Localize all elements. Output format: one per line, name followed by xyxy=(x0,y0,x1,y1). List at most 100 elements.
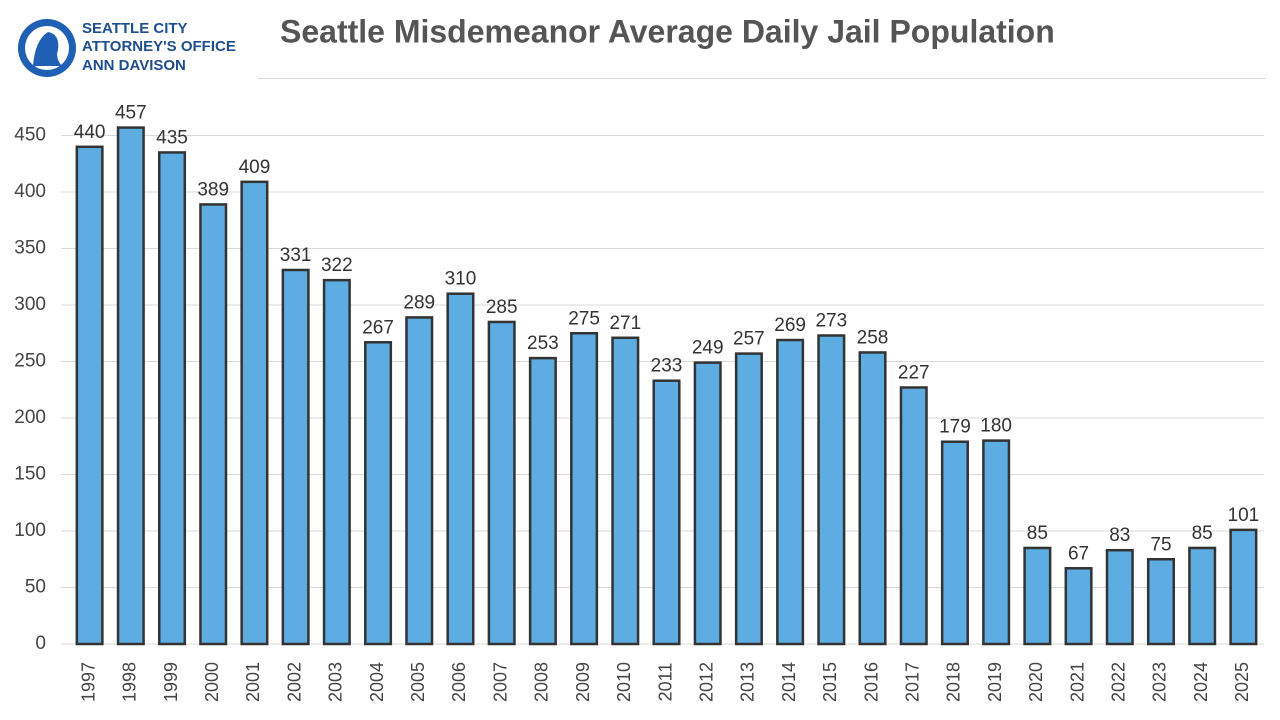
bar xyxy=(1023,546,1052,646)
x-tick-label: 2024 xyxy=(1191,662,1211,702)
x-tick-label: 2022 xyxy=(1109,662,1129,702)
data-label: 310 xyxy=(445,269,477,290)
x-tick-label: 2009 xyxy=(573,662,593,702)
data-label: 253 xyxy=(527,333,559,354)
y-tick-label: 300 xyxy=(14,294,46,315)
data-label: 179 xyxy=(939,417,971,438)
data-label: 227 xyxy=(898,363,930,384)
x-tick-label: 2020 xyxy=(1026,662,1046,702)
data-label: 75 xyxy=(1150,534,1171,555)
bar xyxy=(570,332,599,646)
x-tick-label: 2010 xyxy=(614,662,634,702)
y-tick-label: 50 xyxy=(25,577,46,598)
data-label: 289 xyxy=(403,292,435,313)
x-tick-label: 2018 xyxy=(944,662,964,702)
bar xyxy=(364,341,393,646)
x-tick-label: 2019 xyxy=(985,662,1005,702)
x-tick-label: 2008 xyxy=(532,662,552,702)
bar xyxy=(940,440,969,646)
bar xyxy=(1188,546,1217,646)
x-tick-label: 1997 xyxy=(78,662,98,702)
y-tick-label: 150 xyxy=(14,464,46,485)
data-label: 322 xyxy=(321,255,353,276)
data-label: 331 xyxy=(280,245,312,266)
bar xyxy=(693,361,722,646)
bar xyxy=(1064,567,1093,646)
logo-profile xyxy=(33,32,62,66)
data-label: 275 xyxy=(568,308,600,329)
data-label: 440 xyxy=(74,122,106,143)
bar xyxy=(199,203,228,646)
x-tick-label: 2005 xyxy=(408,662,428,702)
x-tick-label: 2007 xyxy=(490,662,510,702)
x-tick-label: 2014 xyxy=(779,662,799,702)
x-tick-label: 1998 xyxy=(120,662,140,702)
y-tick-label: 100 xyxy=(14,520,46,541)
bar xyxy=(446,292,475,646)
logo: SEATTLE CITY ATTORNEY'S OFFICE ANN DAVIS… xyxy=(18,19,236,77)
bar xyxy=(817,334,846,646)
data-label: 285 xyxy=(486,297,518,318)
bar xyxy=(1146,558,1176,646)
x-tick-label: 2006 xyxy=(449,662,469,702)
data-label: 83 xyxy=(1109,525,1130,546)
bar xyxy=(75,145,104,646)
bar xyxy=(157,151,187,646)
x-tick-label: 2012 xyxy=(696,662,716,702)
y-tick-label: 450 xyxy=(14,125,46,146)
data-label: 269 xyxy=(774,315,806,336)
data-label: 233 xyxy=(651,356,683,377)
data-label: 249 xyxy=(692,338,724,359)
x-tick-label: 1999 xyxy=(161,662,181,702)
bar xyxy=(858,351,887,646)
data-label: 389 xyxy=(197,179,229,200)
data-label: 101 xyxy=(1228,505,1260,526)
bar xyxy=(1105,548,1134,646)
logo-text: ANN DAVISON xyxy=(82,57,186,74)
bar xyxy=(734,352,763,646)
y-tick-label: 200 xyxy=(14,407,46,428)
bar xyxy=(281,268,310,646)
data-label: 267 xyxy=(362,317,394,338)
data-label: 435 xyxy=(156,127,188,148)
x-tick-label: 2003 xyxy=(326,662,346,702)
bar xyxy=(405,316,434,646)
data-label: 180 xyxy=(980,416,1012,437)
chart-title: Seattle Misdemeanor Average Daily Jail P… xyxy=(280,13,1055,49)
logo-text: SEATTLE CITY xyxy=(82,20,188,37)
data-label: 85 xyxy=(1192,523,1213,544)
bar xyxy=(611,336,640,646)
x-tick-label: 2023 xyxy=(1150,662,1170,702)
x-tick-label: 2013 xyxy=(738,662,758,702)
x-tick-label: 2004 xyxy=(367,662,387,702)
bar xyxy=(528,356,557,646)
y-tick-label: 0 xyxy=(35,633,46,654)
x-tick-label: 2015 xyxy=(820,662,840,702)
bar xyxy=(899,386,928,646)
x-tick-label: 2021 xyxy=(1067,662,1087,702)
x-tick-label: 2002 xyxy=(284,662,304,702)
bar xyxy=(322,278,351,646)
data-label: 85 xyxy=(1027,523,1048,544)
data-label: 273 xyxy=(815,311,847,332)
x-tick-label: 2017 xyxy=(902,662,922,702)
x-tick-label: 2000 xyxy=(202,662,222,702)
x-tick-label: 2025 xyxy=(1232,662,1252,702)
data-label: 257 xyxy=(733,329,765,350)
data-label: 258 xyxy=(857,327,889,348)
logo-text: ATTORNEY'S OFFICE xyxy=(82,38,236,55)
bar xyxy=(776,338,805,646)
bar xyxy=(1229,528,1258,646)
bar xyxy=(982,439,1011,646)
y-tick-label: 250 xyxy=(14,351,46,372)
data-label: 271 xyxy=(609,313,641,334)
x-tick-label: 2016 xyxy=(861,662,881,702)
data-label: 409 xyxy=(239,157,271,178)
bar xyxy=(116,126,145,646)
bar xyxy=(240,180,269,646)
x-tick-label: 2001 xyxy=(243,662,263,702)
data-label: 67 xyxy=(1068,543,1089,564)
y-tick-label: 350 xyxy=(14,238,46,259)
